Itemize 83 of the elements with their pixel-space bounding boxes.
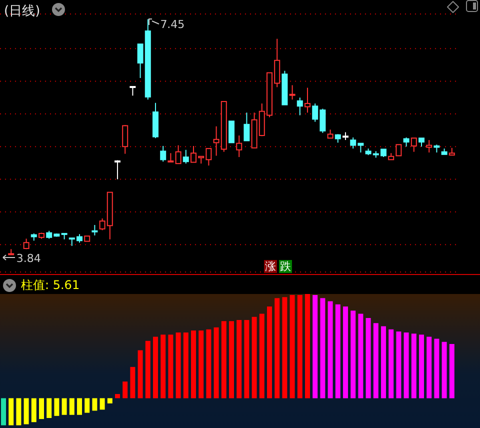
bar [77,398,82,415]
bar [419,334,424,398]
bar [267,306,272,398]
bar [1,398,6,426]
bar [404,332,409,398]
bar [107,398,112,404]
bar [153,336,158,398]
bar [358,314,364,398]
bar [160,334,166,398]
bar [229,321,234,398]
bar [434,338,440,398]
annotation: 涨 [264,260,277,273]
bar [343,306,348,398]
bar [31,398,36,422]
candlestick [304,87,310,114]
candlestick [296,97,303,116]
bar [305,294,310,398]
candlestick [289,84,296,100]
candlestick [410,138,417,152]
bar [92,398,98,411]
bar [312,295,318,398]
bar [442,342,447,398]
bar [100,398,105,410]
candlestick [130,86,136,96]
candlestick [182,149,189,164]
bar [145,340,150,398]
bar [274,298,280,398]
bar [176,332,181,398]
bar [214,327,219,398]
annotation: 7.45 [160,18,185,32]
bar [381,326,386,398]
bar [39,398,44,420]
bar [115,394,120,398]
annotation: 跌 [279,260,292,273]
bar [198,330,204,398]
bar [69,398,74,415]
bar [46,398,52,418]
candlestick [426,140,432,153]
bar [62,398,67,415]
bar [320,298,326,398]
bar [252,316,257,398]
bar [54,398,60,416]
annotation: 3.84 [16,252,41,266]
bar [282,297,288,398]
candlestick [92,224,98,236]
bar [373,323,378,398]
bar [84,398,90,413]
bar [297,295,302,398]
chart-title: 柱值: 5.61 [21,277,80,294]
bar [206,329,212,398]
bar [122,382,128,398]
bar [24,398,29,424]
bar [328,301,333,398]
bar [411,334,416,398]
bar [16,398,22,426]
bar [449,344,454,398]
bar [259,314,264,398]
bar [130,366,136,398]
candlestick [228,120,234,144]
bar [290,295,295,398]
bar [8,398,14,426]
bar [388,329,394,398]
bar [396,332,402,398]
candlestick [396,144,402,156]
bar [168,334,174,398]
bar [236,320,242,398]
bar [350,310,356,398]
candlestick [403,136,410,148]
candlestick [122,124,128,154]
bar [191,330,196,398]
bar [366,318,371,398]
bar [183,332,188,398]
bar [138,350,143,398]
bar [426,336,432,398]
candlestick [244,112,250,142]
candlestick [236,134,242,158]
candlestick [160,145,166,162]
bar [244,320,250,398]
candlestick [114,160,120,180]
bar [221,321,226,398]
chart-title: (日线) [4,3,40,20]
candlestick [175,144,182,164]
bar [335,304,340,398]
